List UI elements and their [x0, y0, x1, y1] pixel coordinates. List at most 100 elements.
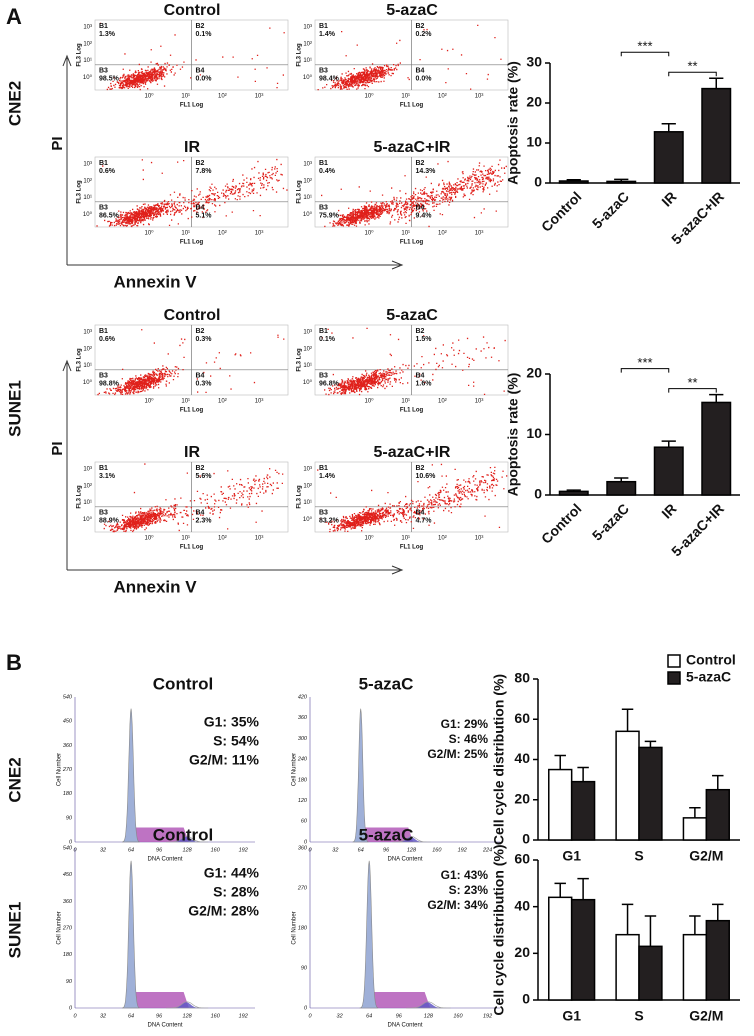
- g1-peak: [359, 860, 379, 1009]
- quadrant-id: B1: [319, 328, 328, 335]
- plot-title: Control: [153, 674, 213, 693]
- y-tick-label: 10³: [83, 330, 92, 336]
- y-tick-label: 360: [63, 743, 73, 749]
- bar: [615, 933, 640, 1001]
- x-tick-label: 160: [453, 1013, 463, 1019]
- quadrant-id: B4: [416, 373, 425, 380]
- x-tick-label: 10⁰: [364, 398, 374, 405]
- quadrant-id: B3: [319, 373, 328, 380]
- phase-stat: G2/M: 34%: [427, 898, 488, 912]
- cell-line-label: SUNE1: [5, 380, 24, 437]
- phase-stat: S: 28%: [213, 884, 259, 900]
- s-phase: [367, 992, 431, 1008]
- x-tick-label: 192: [239, 1013, 248, 1019]
- cell-line-label: CNE2: [5, 757, 24, 802]
- x-tick-label: 160: [432, 847, 442, 853]
- x-tick-label: S: [634, 1008, 643, 1024]
- quadrant-id: B3: [319, 68, 328, 75]
- error-bar: [621, 708, 634, 732]
- x-tick-label: G1: [562, 848, 581, 864]
- y-tick-label: 10⁰: [303, 516, 313, 523]
- y-axis-title: FL3 Log: [77, 485, 83, 509]
- quadrant-value: 0.1%: [319, 336, 336, 343]
- y-tick-label: 80: [514, 670, 530, 686]
- phase-stat: S: 46%: [449, 732, 489, 746]
- error-bar: [566, 179, 581, 181]
- x-axis-title: DNA Content: [147, 1023, 182, 1029]
- y-tick-label: 10²: [303, 41, 312, 47]
- quadrant-value: 98.4%: [319, 76, 340, 83]
- significance-label: **: [687, 59, 697, 74]
- x-tick-label: 96: [156, 1013, 163, 1019]
- quadrant-value: 86.5%: [99, 213, 120, 220]
- outline: [166, 1001, 209, 1009]
- significance-label: ***: [637, 355, 652, 370]
- y-tick-label: 0: [534, 486, 542, 502]
- arrow-head: [62, 54, 72, 67]
- y-tick-label: 40: [514, 750, 530, 766]
- x-tick-label: 10³: [475, 94, 484, 100]
- y-tick-label: 10¹: [303, 363, 312, 369]
- quadrant-id: B4: [196, 373, 205, 380]
- y-tick-label: 40: [514, 897, 530, 913]
- quadrant-id: B2: [196, 465, 205, 472]
- bar: [705, 788, 730, 841]
- x-tick-label: 0: [308, 847, 312, 853]
- quadrant-value: 1.3%: [99, 31, 116, 38]
- bar: [705, 919, 730, 1001]
- y-tick-label: 270: [297, 885, 308, 891]
- quadrant-id: B1: [99, 465, 108, 472]
- x-tick-label: 64: [358, 847, 364, 853]
- y-axis-title: FL3 Log: [297, 348, 303, 372]
- y-tick-label: 20: [514, 944, 530, 960]
- legend-swatch: [667, 654, 681, 668]
- y-tick-label: 180: [63, 952, 73, 958]
- bar: [653, 446, 684, 496]
- quadrant-value: 10.6%: [416, 473, 437, 480]
- cell-line-label: CNE2: [5, 81, 24, 126]
- error-bar: [661, 440, 676, 448]
- x-tick-label: 10¹: [401, 399, 410, 405]
- bar: [606, 480, 637, 496]
- y-tick-label: 60: [514, 851, 530, 867]
- g2-peak: [168, 836, 204, 842]
- bar: [558, 180, 589, 184]
- dot-cloud: [321, 327, 506, 396]
- x-tick-label: 10²: [438, 94, 447, 100]
- error-bar: [566, 489, 581, 492]
- x-tick-label: 128: [183, 847, 193, 853]
- x-tick-label: 10²: [218, 536, 227, 542]
- dot-cloud: [96, 158, 288, 228]
- y-tick-label: 540: [63, 694, 73, 700]
- cell-line-label: SUNE1: [5, 902, 24, 959]
- phase-stat: G2/M: 11%: [189, 752, 260, 768]
- y-axis-title: FL3 Log: [297, 485, 303, 509]
- x-tick-label: 128: [183, 1013, 193, 1019]
- quadrant-value: 1.5%: [416, 336, 433, 343]
- quadrant-id: B2: [416, 328, 425, 335]
- y-tick-label: 0: [522, 991, 530, 1007]
- x-tick-label: 10³: [255, 399, 264, 405]
- g2-peak: [168, 1002, 204, 1008]
- x-tick-label: 0: [308, 1013, 312, 1019]
- y-tick-label: 420: [298, 694, 308, 700]
- x-tick-label: 0: [73, 847, 77, 853]
- error-bar: [689, 915, 701, 935]
- bar: [701, 87, 732, 184]
- error-bar: [644, 915, 657, 947]
- x-axis-title: FL1 Log: [400, 545, 424, 551]
- error-bar: [712, 774, 724, 790]
- quadrant-value: 1.6%: [416, 381, 433, 388]
- phase-stat: S: 23%: [449, 883, 489, 897]
- y-axis-title: Cell Number: [292, 911, 298, 944]
- y-tick-label: 10⁰: [83, 74, 93, 81]
- y-tick-label: 120: [298, 798, 308, 804]
- quadrant-id: B1: [99, 23, 108, 30]
- y-axis-title: Cell Number: [57, 911, 63, 944]
- quadrant-value: 2.3%: [196, 518, 213, 525]
- y-tick-label: 10¹: [83, 58, 92, 64]
- s-phase: [359, 827, 414, 842]
- dot-cloud: [317, 24, 502, 91]
- x-tick-label: 32: [332, 847, 338, 853]
- y-axis-title: FL3 Log: [77, 348, 83, 372]
